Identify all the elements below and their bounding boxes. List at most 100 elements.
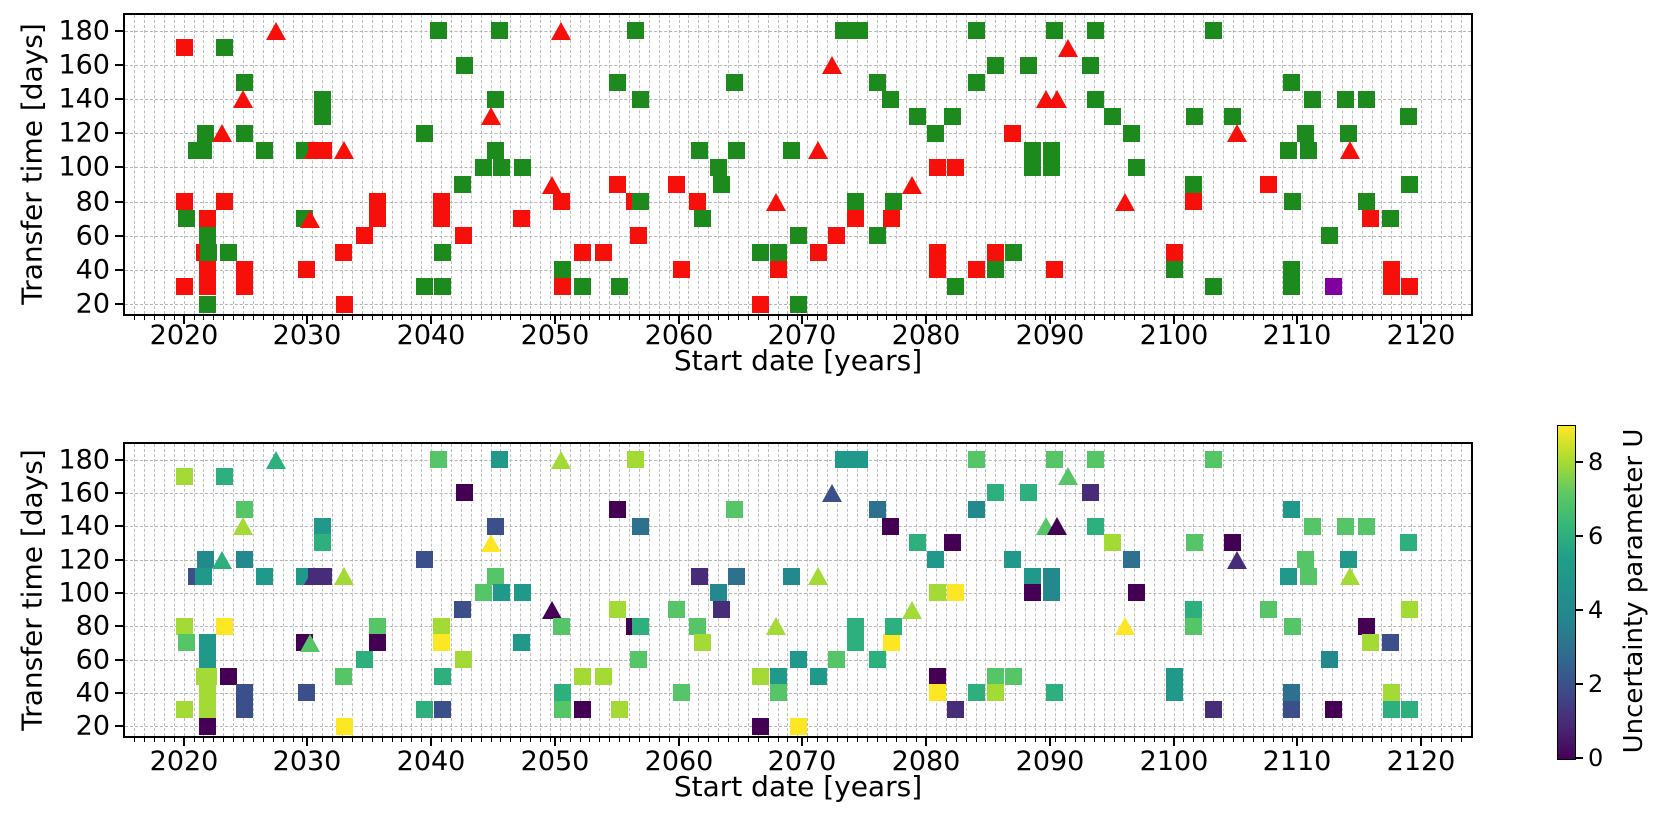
x-minor-tick (827, 738, 828, 742)
colorbar-tick-label: 2 (1588, 670, 1604, 698)
data-point-marker (693, 634, 711, 652)
x-minor-tick (639, 316, 640, 320)
x-minor-tick (1372, 316, 1373, 320)
x-minor-tick (1055, 738, 1056, 742)
data-point-marker (693, 210, 711, 228)
y-major-tick (115, 559, 123, 561)
y-major-tick (115, 269, 123, 271)
x-gridline (886, 444, 887, 736)
data-point-marker (266, 450, 287, 469)
x-minor-tick (797, 738, 798, 742)
x-gridline (827, 444, 828, 736)
data-point-marker (1020, 56, 1038, 74)
data-point-marker (1303, 517, 1321, 535)
x-gridline (174, 15, 175, 314)
data-point-marker (235, 124, 253, 142)
data-point-marker (847, 210, 865, 228)
x-major-tick (183, 316, 185, 324)
data-point-marker (1004, 124, 1022, 142)
x-minor-tick (322, 738, 323, 742)
x-minor-tick (332, 316, 333, 320)
x-gridline (787, 15, 788, 314)
data-point-marker (869, 651, 887, 669)
x-minor-tick (837, 738, 838, 742)
x-minor-tick (857, 316, 858, 320)
x-gridline (213, 444, 214, 736)
y-gridline (125, 460, 1471, 461)
x-gridline (1193, 15, 1194, 314)
data-point-marker (198, 717, 216, 735)
x-minor-tick (144, 316, 145, 320)
data-point-marker (943, 107, 961, 125)
x-minor-tick (362, 738, 363, 742)
x-gridline (649, 444, 650, 736)
x-gridline (758, 444, 759, 736)
data-point-marker (1381, 634, 1399, 652)
data-point-marker (626, 451, 644, 468)
x-gridline (1075, 444, 1076, 736)
data-point-marker (176, 617, 194, 635)
data-point-marker (850, 22, 868, 40)
x-minor-tick (560, 316, 561, 320)
x-gridline (263, 444, 264, 736)
x-minor-tick (817, 738, 818, 742)
x-minor-tick (906, 738, 907, 742)
x-gridline (896, 444, 897, 736)
x-minor-tick (451, 316, 452, 320)
x-gridline (995, 15, 996, 314)
bottom-x-axis-label: Start date [years] (673, 770, 923, 803)
x-gridline (372, 444, 373, 736)
data-point-marker (1104, 107, 1122, 125)
bottom-x-tick-label: 2120 (1386, 746, 1456, 777)
x-gridline (243, 15, 244, 314)
x-minor-tick (768, 738, 769, 742)
data-point-marker (573, 701, 591, 719)
data-point-marker (1087, 451, 1105, 468)
x-minor-tick (1431, 316, 1432, 320)
x-gridline (1104, 444, 1105, 736)
x-gridline (629, 15, 630, 314)
data-point-marker (728, 141, 746, 159)
y-major-tick (115, 492, 123, 494)
x-minor-tick (1253, 316, 1254, 320)
x-gridline (1381, 15, 1382, 314)
data-point-marker (1339, 124, 1357, 142)
x-gridline (1372, 15, 1373, 314)
x-minor-tick (1164, 738, 1165, 742)
data-point-marker (928, 684, 946, 702)
x-gridline (451, 15, 452, 314)
x-gridline (461, 444, 462, 736)
x-minor-tick (1401, 738, 1402, 742)
data-point-marker (947, 701, 965, 719)
data-point-marker (1042, 158, 1060, 176)
y-gridline (125, 593, 1471, 594)
x-gridline (659, 444, 660, 736)
data-point-marker (1358, 617, 1376, 635)
x-minor-tick (1332, 316, 1333, 320)
x-minor-tick (966, 738, 967, 742)
x-major-tick (1420, 738, 1422, 746)
x-gridline (886, 15, 887, 314)
data-point-marker (453, 176, 471, 194)
top-x-tick-label: 2060 (644, 320, 714, 351)
data-point-marker (610, 278, 628, 296)
x-minor-tick (243, 316, 244, 320)
top-x-axis-label: Start date [years] (673, 344, 923, 377)
x-gridline (1005, 15, 1006, 314)
x-gridline (797, 444, 798, 736)
data-point-marker (430, 451, 448, 468)
data-point-marker (1282, 73, 1300, 91)
x-minor-tick (471, 316, 472, 320)
data-point-marker (1115, 192, 1136, 211)
x-gridline (550, 15, 551, 314)
x-gridline (1273, 15, 1274, 314)
data-point-marker (553, 701, 571, 719)
data-point-marker (177, 634, 195, 652)
data-point-marker (631, 517, 649, 535)
x-minor-tick (421, 738, 422, 742)
x-gridline (679, 15, 680, 314)
x-minor-tick (758, 316, 759, 320)
data-point-marker (1046, 684, 1064, 702)
x-minor-tick (1015, 316, 1016, 320)
x-minor-tick (491, 738, 492, 742)
